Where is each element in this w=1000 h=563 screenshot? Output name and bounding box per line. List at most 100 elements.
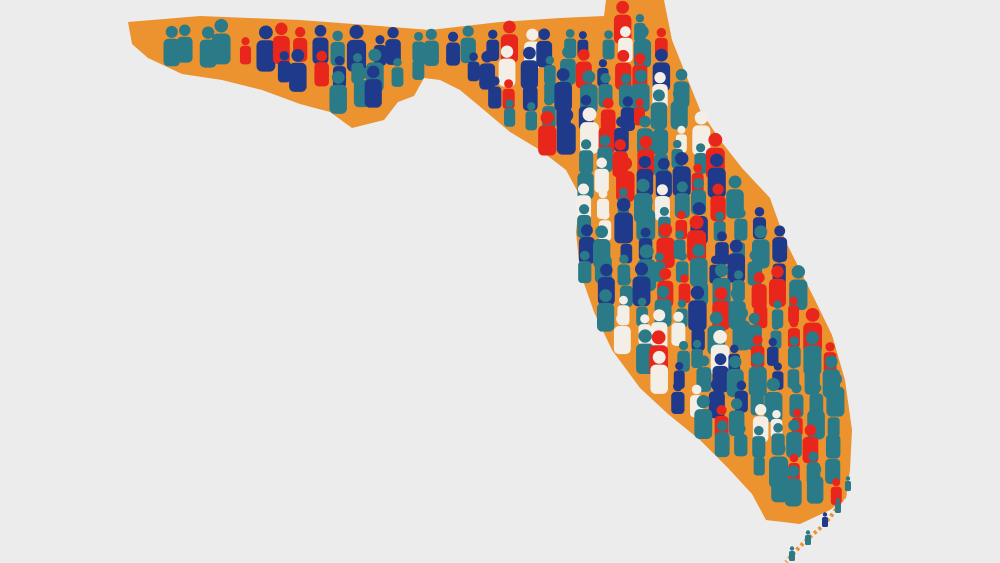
person-head <box>657 157 670 170</box>
person-body <box>272 35 290 65</box>
person-icon <box>596 289 615 332</box>
person-head <box>580 95 592 106</box>
person-head <box>620 26 631 38</box>
person-icon <box>525 102 538 131</box>
person-head <box>677 299 687 308</box>
person-icon <box>656 223 675 269</box>
person-body <box>580 122 599 154</box>
person-head <box>639 244 654 259</box>
person-body <box>734 434 748 457</box>
person-icon <box>803 331 822 376</box>
person-head <box>754 225 768 239</box>
person-body <box>212 33 231 65</box>
person-head <box>804 424 817 437</box>
person-body <box>671 322 686 346</box>
person-head <box>331 70 345 84</box>
person-head <box>294 26 306 38</box>
person-icon <box>825 447 841 484</box>
person-head <box>634 53 646 65</box>
person-icon <box>806 463 824 504</box>
person-head <box>755 448 764 457</box>
person-head <box>579 204 590 215</box>
person-icon <box>714 420 730 458</box>
person-head <box>393 57 402 67</box>
person-head <box>352 53 363 63</box>
person-head <box>787 465 800 478</box>
person-icon <box>670 87 688 130</box>
person-head <box>774 225 786 237</box>
person-head <box>771 441 786 456</box>
person-head <box>652 350 666 364</box>
person-head <box>619 295 628 305</box>
person-icon <box>822 512 828 527</box>
person-head <box>634 69 648 83</box>
person-head <box>375 35 385 45</box>
person-head <box>825 342 835 352</box>
person-head <box>689 215 704 230</box>
person-head <box>635 14 645 23</box>
person-head <box>425 28 437 40</box>
person-head <box>729 239 743 253</box>
person-head <box>713 329 727 344</box>
person-head <box>809 396 823 410</box>
person-head <box>600 210 610 220</box>
person-head <box>808 451 819 462</box>
person-head <box>772 409 781 419</box>
person-body <box>825 458 841 484</box>
person-head <box>678 340 689 351</box>
person-head <box>672 87 686 100</box>
person-head <box>729 344 739 354</box>
person-head <box>635 98 644 107</box>
person-head <box>656 27 667 38</box>
person-head <box>639 115 651 128</box>
person-head <box>828 372 843 386</box>
person-head <box>314 24 327 37</box>
person-head <box>749 250 761 261</box>
person-head <box>556 68 570 82</box>
person-head <box>656 184 668 196</box>
person-head <box>489 76 500 86</box>
person-body <box>789 551 795 561</box>
person-body <box>751 239 770 269</box>
person-head <box>827 423 839 434</box>
person-head <box>753 272 765 284</box>
person-head <box>824 355 838 369</box>
person-head <box>673 311 684 322</box>
person-head <box>793 408 802 417</box>
person-head <box>751 352 765 366</box>
person-head <box>504 79 514 89</box>
person-head <box>811 382 822 393</box>
person-icon <box>835 498 841 513</box>
person-body <box>479 63 496 90</box>
person-head <box>640 227 651 238</box>
person-head <box>845 476 851 481</box>
person-head <box>755 294 766 305</box>
person-head <box>791 265 806 279</box>
person-head <box>201 26 215 39</box>
person-body <box>822 517 828 527</box>
person-head <box>710 255 720 265</box>
person-head <box>752 335 763 345</box>
person-icon <box>613 0 632 44</box>
person-head <box>773 423 783 433</box>
person-body <box>467 61 480 82</box>
person-head <box>709 311 723 325</box>
person-head <box>462 25 474 37</box>
person-head <box>680 274 689 283</box>
florida-shape <box>128 0 852 524</box>
person-icon <box>753 448 765 476</box>
person-body <box>830 486 842 506</box>
person-head <box>638 194 653 209</box>
person-head <box>654 71 666 84</box>
person-body <box>764 391 783 423</box>
person-head <box>334 55 345 66</box>
person-body <box>277 60 291 83</box>
person-head <box>752 382 763 393</box>
person-body <box>525 111 538 131</box>
person-body <box>845 481 851 491</box>
person-icon <box>239 37 252 65</box>
person-body <box>670 100 688 130</box>
person-head <box>621 275 631 286</box>
person-icon <box>786 419 802 458</box>
person-body <box>503 108 516 127</box>
